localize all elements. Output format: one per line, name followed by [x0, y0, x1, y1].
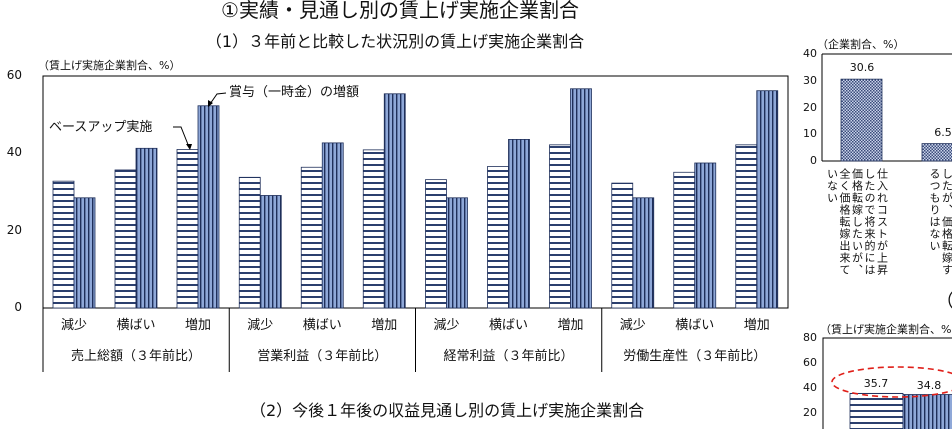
bar-bonus — [632, 197, 655, 309]
bar-company-share — [921, 143, 952, 162]
category-label: 全く価格転嫁出来て — [838, 168, 851, 276]
bar-bonus — [321, 142, 344, 309]
y-tick-label: 30 — [803, 73, 817, 87]
y-tick-label: 20 — [6, 222, 22, 237]
bonus-arrowhead — [208, 100, 213, 107]
group-label: 営業利益（３年前比） — [257, 349, 388, 364]
category-label: 減少 — [619, 318, 646, 333]
legend-bonus: 賞与（一時金）の増額 — [229, 85, 360, 100]
chart-3-title: （2 — [936, 293, 952, 311]
bar-bonus — [73, 197, 96, 309]
baseup-arrow — [173, 126, 190, 148]
right-top-bars — [840, 78, 952, 162]
data-label: 35.7 — [863, 377, 889, 391]
bonus-arrow — [209, 92, 227, 105]
bar-baseup — [176, 149, 199, 309]
bar-baseup — [611, 182, 634, 309]
y-tick-label: 0 — [14, 300, 22, 314]
bar-baseup — [673, 171, 696, 309]
bar-bonus — [694, 162, 717, 309]
y-tick-label: 0 — [810, 154, 817, 167]
y-tick-label: 10 — [803, 127, 817, 141]
category-label: 横ばい — [302, 318, 342, 333]
category-label: 横ばい — [675, 318, 715, 333]
data-label: 34.8 — [916, 378, 942, 392]
category-label: 増加 — [557, 318, 584, 333]
page-title: ①実績・見通し別の賃上げ実施企業割合 — [221, 0, 579, 22]
right-bottom-frame — [822, 337, 952, 429]
category-label: 仕入れコストが上昇 — [875, 168, 889, 276]
chart-2-ylabel: （企業割合、%） — [817, 38, 905, 51]
category-label: 減少 — [433, 318, 460, 333]
category-label: 減少 — [247, 318, 274, 333]
bar-bonus — [259, 195, 282, 309]
bar-bonus — [383, 93, 406, 309]
group-label: 労働生産性（３年前比） — [623, 349, 767, 364]
y-tick-label: 60 — [803, 356, 817, 369]
right-bottom-bars — [849, 392, 952, 429]
bar-bonus — [446, 197, 468, 309]
bar-baseup — [114, 169, 137, 309]
y-tick-label: 80 — [803, 331, 817, 344]
y-tick-label: 40 — [803, 381, 817, 394]
category-label: 増加 — [371, 318, 398, 333]
y-tick-label: 60 — [6, 68, 22, 82]
category-label: いない — [825, 168, 839, 204]
legend-baseup: ベースアップ実施 — [49, 120, 153, 135]
group-label: 経常利益（３年前比） — [443, 349, 574, 364]
bar-baseup — [487, 166, 509, 309]
bar-baseup — [52, 180, 75, 309]
bar-baseup — [549, 144, 571, 309]
y-tick-label: 40 — [6, 145, 22, 160]
chart-1-title: （1）３年前と比較した状況別の賃上げ実施企業割合 — [205, 32, 585, 51]
y-tick-label: 20 — [803, 100, 817, 114]
category-label: 減少 — [60, 318, 87, 333]
category-label: 横ばい — [116, 318, 156, 333]
bar-company-share — [840, 78, 883, 162]
group-label: 売上総額（３年前比） — [70, 349, 201, 364]
main-bars — [52, 88, 779, 309]
baseup-arrowhead — [186, 144, 192, 150]
bar-bonus — [197, 105, 220, 309]
bar-baseup — [425, 179, 447, 309]
category-label: 増加 — [743, 318, 770, 333]
group-separators — [42, 308, 603, 372]
bar-bonus — [135, 147, 158, 309]
bar-wage-increase — [849, 392, 904, 429]
category-label: 横ばい — [488, 318, 528, 333]
bar-baseup — [300, 166, 323, 309]
data-label: 30.6 — [849, 61, 875, 75]
category-label: 価格転嫁したいが、 — [850, 168, 864, 276]
category-label: したので将来的には — [863, 168, 876, 276]
bar-wage-increase — [902, 394, 952, 429]
category-label: したが、価格転嫁す — [940, 168, 952, 276]
section-2-title: （2）今後１年後の収益見通し別の賃上げ実施企業割合 — [250, 401, 645, 420]
bar-baseup — [238, 176, 261, 309]
bar-bonus — [570, 88, 592, 309]
category-label: るつもりはない — [928, 168, 941, 252]
data-label: 6.5 — [934, 125, 952, 139]
y-tick-label: 20 — [803, 406, 817, 419]
category-label: 増加 — [184, 318, 211, 333]
chart-1-ylabel: （賃上げ実施企業割合、%） — [38, 59, 181, 72]
y-tick-label: 40 — [803, 47, 817, 60]
bar-baseup — [735, 144, 758, 309]
bar-baseup — [362, 149, 385, 309]
bar-bonus — [756, 90, 779, 309]
bar-bonus — [508, 139, 530, 309]
chart-3-ylabel: （賃上げ実施企業割合、% — [820, 323, 952, 336]
